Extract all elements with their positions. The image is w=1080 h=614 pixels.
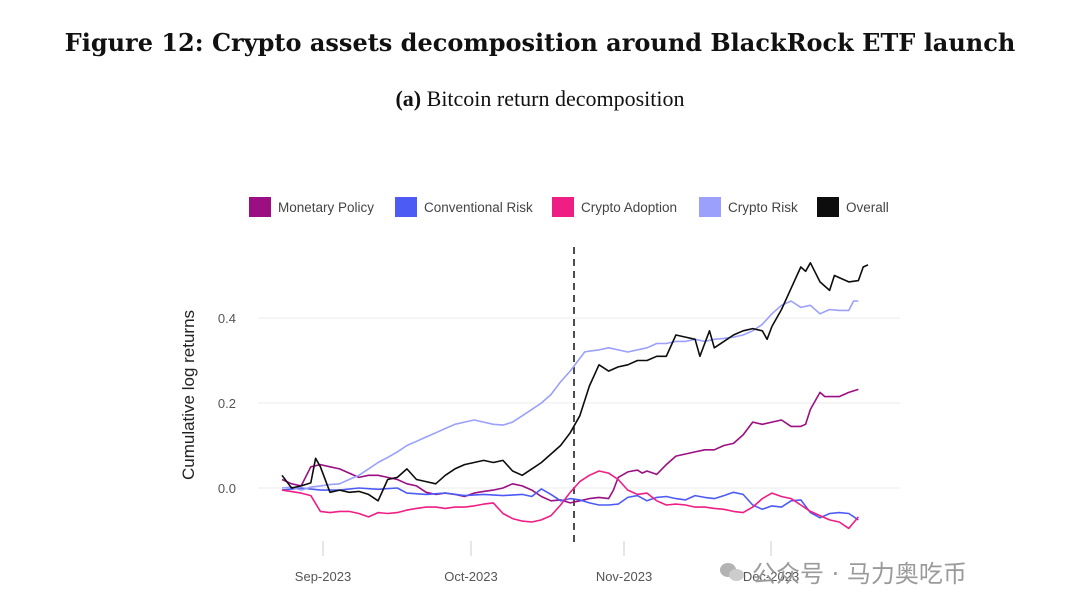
legend-label-conventional-risk: Conventional Risk [424, 200, 533, 215]
x-tick-label: Sep-2023 [295, 569, 351, 584]
series-line-crypto-adoption [281, 470, 860, 530]
x-tick-label: Oct-2023 [444, 569, 497, 584]
legend-label-monetary-policy: Monetary Policy [278, 200, 374, 215]
watermark-text: 公众号 · 马力奥吃币 [752, 560, 967, 588]
legend-label-overall: Overall [846, 200, 889, 215]
y-axis-label: Cumulative log returns [179, 310, 198, 480]
series-line-crypto-risk [281, 300, 859, 491]
series-line-monetary-policy [281, 388, 859, 504]
series-line-overall [281, 262, 869, 502]
y-tick-label: 0.0 [218, 481, 236, 496]
panel-title-text: Bitcoin return decomposition [426, 86, 685, 111]
panel-title: (a) Bitcoin return decomposition [0, 86, 1080, 112]
y-tick-label: 0.4 [218, 311, 236, 326]
x-tick-label: Dec-2023 [743, 569, 799, 584]
legend-swatch-crypto-risk [699, 197, 721, 217]
legend-swatch-conventional-risk [395, 197, 417, 217]
wechat-icon [720, 561, 746, 583]
y-tick-label: 0.2 [218, 396, 236, 411]
legend-swatch-crypto-adoption [552, 197, 574, 217]
legend-label-crypto-risk: Crypto Risk [728, 200, 798, 215]
watermark: 公众号 · 马力奥吃币 [720, 554, 967, 589]
legend-label-crypto-adoption: Crypto Adoption [581, 200, 677, 215]
legend-swatch-overall [817, 197, 839, 217]
x-tick-label: Nov-2023 [596, 569, 652, 584]
series-line-conventional-risk [281, 487, 859, 521]
figure-title: Figure 12: Crypto assets decomposition a… [64, 28, 1016, 57]
panel-label: (a) [395, 86, 422, 111]
legend-swatch-monetary-policy [249, 197, 271, 217]
